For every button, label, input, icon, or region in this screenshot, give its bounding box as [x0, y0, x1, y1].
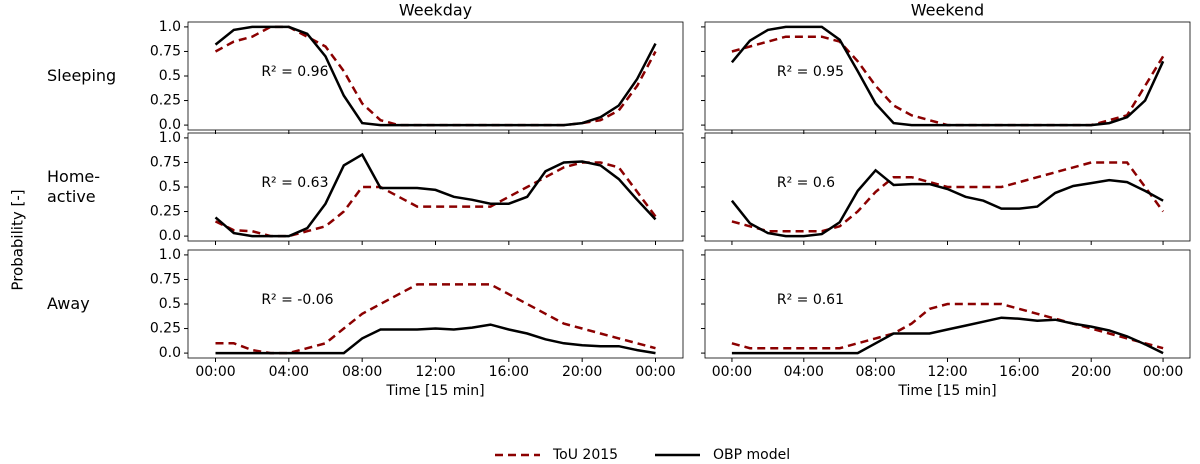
y-tick-label: 0.25: [150, 321, 181, 337]
series-line: [731, 35, 1165, 127]
y-tick-label: 0.0: [159, 117, 181, 133]
series-line: [215, 283, 656, 355]
annotation: R² = 0.61: [777, 292, 844, 308]
series-line: [731, 161, 1165, 233]
y-axis-label: Probability [-]: [9, 189, 27, 290]
series-line: [215, 323, 656, 355]
x-tick-label: 08:00: [855, 364, 895, 380]
y-tick-label: 0.25: [150, 93, 181, 109]
series-line: [730, 168, 1164, 238]
row-label: Home- active: [47, 167, 101, 206]
legend-item: ToU 2015: [495, 447, 618, 463]
x-tick-label: 20:00: [1071, 364, 1111, 380]
y-tick-label: 1.0: [159, 247, 181, 263]
y-tick-label: 0.5: [159, 68, 181, 84]
row-label: Sleeping: [47, 66, 117, 85]
y-tick-label: 0.25: [150, 204, 181, 220]
x-tick-label: 04:00: [784, 364, 824, 380]
x-tick-label: 00:00: [195, 364, 235, 380]
x-tick-label: 00:00: [635, 364, 675, 380]
row-label: Away: [47, 294, 90, 313]
y-tick-label: 0.75: [150, 154, 181, 170]
annotation: R² = 0.63: [261, 175, 328, 191]
y-tick-label: 0.75: [150, 43, 181, 59]
y-tick-label: 0.0: [159, 345, 181, 361]
legend-label: OBP model: [713, 447, 790, 463]
legend-item: OBP model: [655, 447, 790, 463]
panel-title: Weekday: [399, 1, 472, 20]
x-tick-label: 04:00: [269, 364, 309, 380]
y-tick-label: 0.5: [159, 179, 181, 195]
annotation: R² = 0.96: [261, 64, 328, 80]
series-line: [730, 25, 1165, 127]
series-line: [731, 302, 1164, 350]
x-tick-label: 16:00: [999, 364, 1039, 380]
panel-title: Weekend: [911, 1, 984, 20]
annotation: R² = 0.95: [777, 64, 844, 80]
x-tick-label: 00:00: [712, 364, 752, 380]
y-tick-label: 0.75: [150, 271, 181, 287]
x-tick-label: 20:00: [562, 364, 602, 380]
x-tick-label: 08:00: [342, 364, 382, 380]
x-tick-label: 00:00: [1143, 364, 1183, 380]
x-tick-label: 12:00: [415, 364, 455, 380]
series-line: [214, 161, 657, 238]
legend-label: ToU 2015: [552, 447, 618, 463]
x-axis-label: Time [15 min]: [897, 383, 996, 399]
y-tick-label: 0.5: [159, 296, 181, 312]
x-axis-label: Time [15 min]: [385, 383, 484, 399]
y-tick-label: 0.0: [159, 228, 181, 244]
annotation: R² = -0.06: [261, 292, 333, 308]
x-tick-label: 16:00: [489, 364, 529, 380]
series-line: [731, 316, 1164, 355]
x-tick-label: 12:00: [927, 364, 967, 380]
series-line: [214, 152, 657, 238]
series-line: [214, 25, 657, 127]
y-tick-label: 1.0: [159, 130, 181, 146]
annotation: R² = 0.6: [777, 175, 835, 191]
y-tick-label: 1.0: [159, 19, 181, 35]
